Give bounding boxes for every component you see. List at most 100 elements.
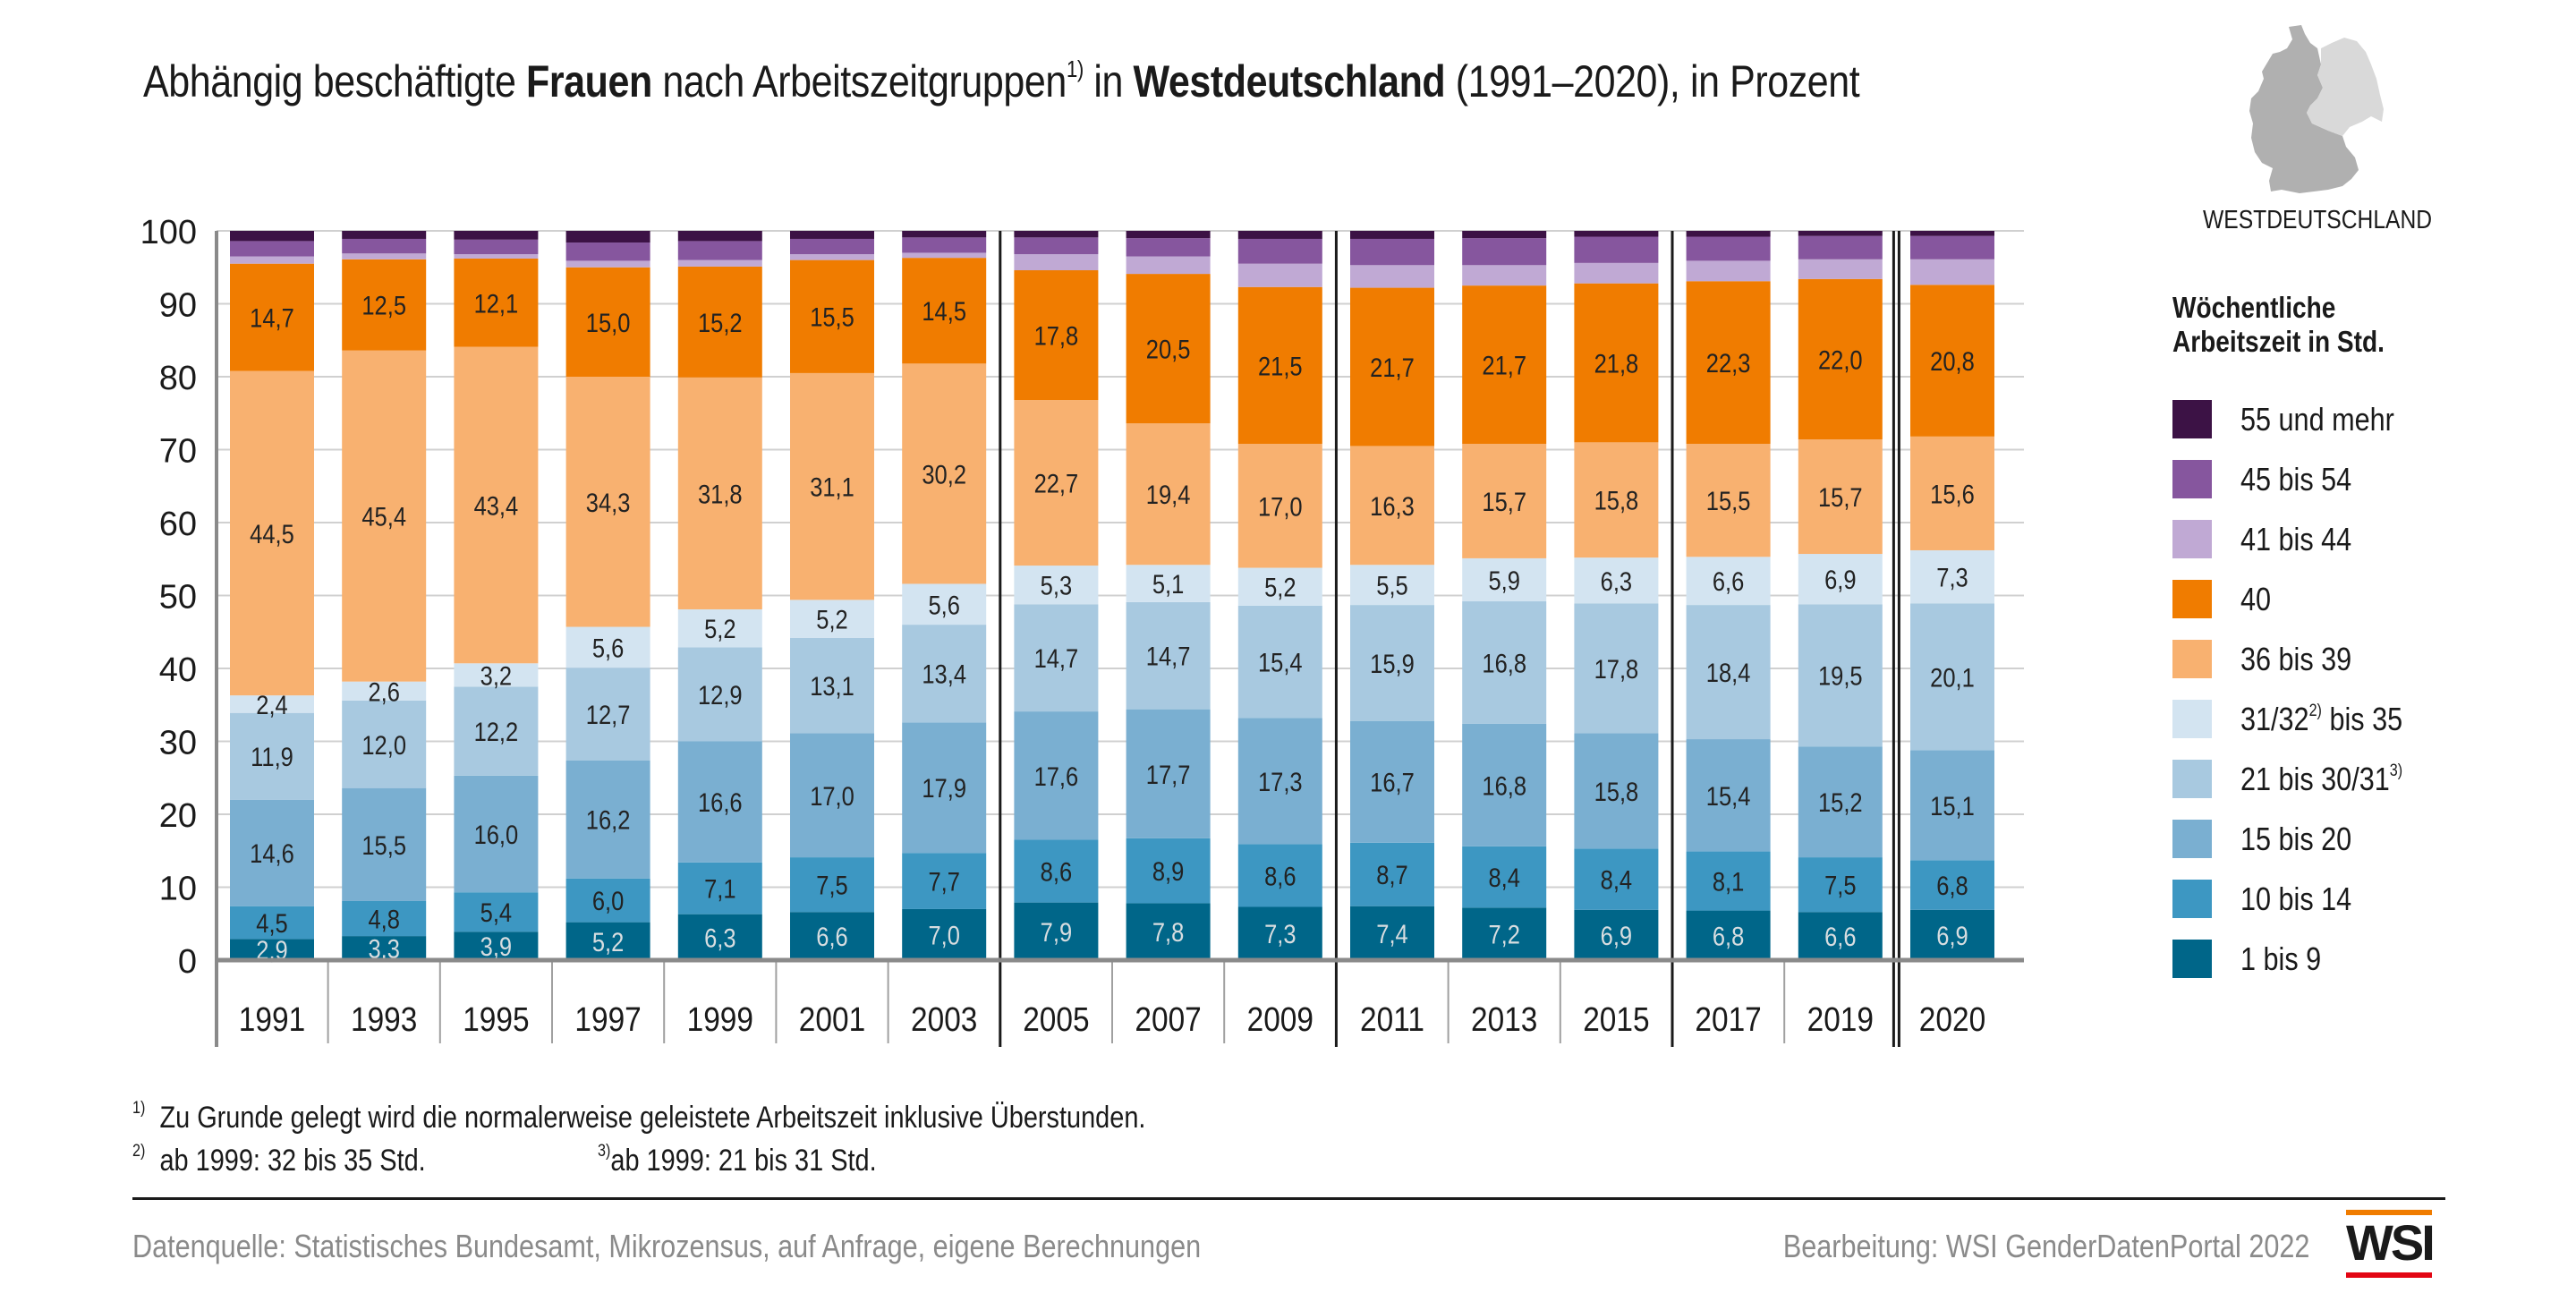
bar-segment	[1014, 237, 1099, 255]
legend-item: 40	[2172, 569, 2431, 629]
bar-segment	[902, 237, 987, 253]
data-label: 7,1	[704, 874, 735, 904]
data-label: 19,5	[1818, 661, 1863, 691]
bar-segment	[1462, 557, 1547, 602]
data-label: 17,0	[1258, 491, 1303, 521]
map-east-region	[2307, 38, 2384, 136]
bar-segment	[1798, 235, 1883, 259]
bar-segment	[1237, 718, 1322, 845]
bar-segment	[342, 681, 427, 701]
bar-segment	[1350, 906, 1434, 960]
bar-segment	[230, 241, 314, 257]
bar-segment	[1462, 907, 1547, 960]
data-label: 43,4	[474, 491, 519, 521]
data-label: 15,8	[1594, 486, 1639, 515]
bar-segment	[1237, 286, 1322, 444]
chart-title: Abhängig beschäftigte Frauen nach Arbeit…	[143, 55, 1860, 106]
bar-segment	[230, 231, 314, 242]
bar-segment	[1014, 604, 1099, 712]
legend-swatch	[2172, 940, 2212, 978]
bar-segment	[454, 239, 539, 255]
bar-segment	[230, 256, 314, 264]
data-label: 15,1	[1930, 791, 1975, 821]
data-label: 7,8	[1152, 917, 1184, 947]
bar-segment	[1686, 851, 1771, 911]
bar-segment	[677, 266, 762, 378]
data-label: 16,0	[474, 820, 519, 849]
bar-segment	[1798, 912, 1883, 960]
legend-item: 21 bis 30/313)	[2172, 749, 2431, 809]
data-label: 5,3	[1041, 571, 1072, 600]
data-label: 7,3	[1264, 919, 1296, 948]
data-label: 22,7	[1034, 469, 1079, 498]
data-label: 6,3	[704, 923, 735, 952]
bar-segment	[454, 663, 539, 687]
data-label: 21,7	[1370, 353, 1415, 382]
bar-segment	[1237, 605, 1322, 719]
bar-segment	[230, 370, 314, 696]
y-tick-label: 20	[159, 797, 197, 835]
bar-segment	[1574, 442, 1659, 558]
bar-segment	[902, 252, 987, 259]
data-label: 20,1	[1930, 662, 1975, 692]
bar-segment	[230, 906, 314, 940]
bar-segment	[1014, 400, 1099, 566]
footnote-1: 1) Zu Grunde gelegt wird die normalerwei…	[132, 1099, 1146, 1135]
x-tick-label: 2013	[1471, 1000, 1537, 1038]
y-tick-label: 30	[159, 725, 197, 762]
bar-segment	[454, 254, 539, 259]
bar-segment	[1237, 231, 1322, 239]
bar-segment	[1574, 603, 1659, 734]
bar-segment	[565, 267, 650, 377]
x-tick-label: 2007	[1135, 1000, 1201, 1038]
data-label: 17,3	[1258, 767, 1303, 796]
data-label: 6,0	[592, 886, 624, 915]
data-label: 5,4	[480, 897, 512, 927]
bar-segment	[1574, 231, 1659, 237]
bar-segment	[454, 346, 539, 664]
map-west-region	[2249, 25, 2359, 193]
data-label: 6,9	[1824, 565, 1856, 594]
bar-segment	[902, 625, 987, 723]
bar-segment	[1014, 231, 1099, 238]
data-label: 8,7	[1376, 860, 1407, 889]
bar-segment	[1350, 265, 1434, 288]
bar-segment	[1014, 902, 1099, 960]
legend-label: 21 bis 30/313)	[2240, 760, 2403, 797]
data-label: 15,0	[586, 308, 631, 337]
data-label: 20,8	[1930, 346, 1975, 376]
bar-segment	[1574, 733, 1659, 849]
legend-item: 15 bis 20	[2172, 809, 2431, 869]
data-label: 15,2	[1818, 787, 1863, 817]
bar-segment	[342, 238, 427, 254]
bar-segment	[790, 912, 874, 960]
bar-segment	[454, 258, 539, 347]
data-label: 4,5	[256, 908, 287, 938]
bar-segment	[454, 686, 539, 776]
x-tick-label: 2003	[911, 1000, 977, 1038]
bar-segment	[1350, 565, 1434, 606]
data-label: 12,5	[361, 291, 406, 320]
bar-segment	[677, 259, 762, 267]
bar-segment	[454, 775, 539, 893]
data-label: 17,6	[1034, 761, 1079, 791]
bar-segment	[1014, 566, 1099, 605]
x-tick-label: 2015	[1583, 1000, 1649, 1038]
data-source: Datenquelle: Statistisches Bundesamt, Mi…	[132, 1228, 1202, 1264]
bar-segment	[902, 908, 987, 960]
legend-item: 31/322) bis 35	[2172, 689, 2431, 749]
bar-segment	[342, 350, 427, 682]
footnote-2: 2) ab 1999: 32 bis 35 Std.	[132, 1142, 426, 1178]
data-label: 17,8	[1594, 654, 1639, 684]
logo-red-bar	[2346, 1272, 2432, 1278]
data-label: 7,3	[1936, 563, 1968, 592]
bar-segment	[230, 799, 314, 906]
bar-segment	[1798, 231, 1883, 236]
data-label: 14,7	[1146, 642, 1191, 671]
data-label: 15,8	[1594, 777, 1639, 806]
data-label: 15,4	[1258, 648, 1303, 677]
data-label: 13,4	[922, 659, 966, 689]
bar-segment	[1126, 256, 1211, 275]
bar-segment	[1462, 238, 1547, 266]
bar-segment	[1910, 549, 1994, 604]
